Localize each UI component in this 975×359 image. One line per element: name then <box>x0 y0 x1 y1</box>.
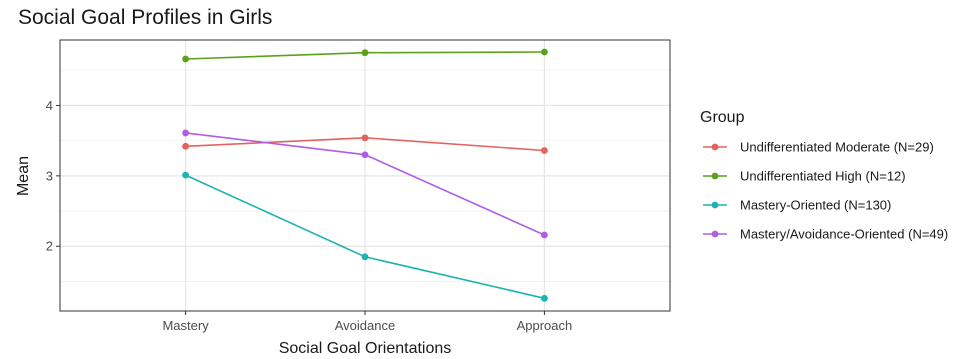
y-axis-title: Mean <box>15 156 32 196</box>
x-tick-label: Avoidance <box>335 318 395 333</box>
legend-key-point <box>712 202 719 209</box>
data-point <box>541 232 548 239</box>
x-axis-ticks: Mastery Avoidance Approach <box>162 311 572 333</box>
legend: Group Undifferentiated Moderate (N=29)Un… <box>700 109 948 242</box>
data-point <box>362 253 369 260</box>
data-point <box>541 147 548 154</box>
legend-items: Undifferentiated Moderate (N=29) Undiffer… <box>703 140 948 242</box>
data-point <box>362 151 369 158</box>
data-point <box>541 295 548 302</box>
data-point <box>362 134 369 141</box>
x-tick-label: Mastery <box>162 318 209 333</box>
legend-label: Mastery/Avoidance-Oriented (N=49) <box>740 227 948 242</box>
legend-key-point <box>712 231 719 238</box>
legend-label: Undifferentiated Moderate (N=29) <box>740 140 934 155</box>
data-point <box>362 49 369 56</box>
y-axis-ticks: 2 3 4 <box>46 98 60 254</box>
legend-key-point <box>712 173 719 180</box>
x-axis-title: Social Goal Orientations <box>279 340 452 357</box>
y-tick-label: 4 <box>46 98 53 113</box>
y-tick-label: 2 <box>46 239 53 254</box>
data-point <box>182 172 189 179</box>
y-tick-label: 3 <box>46 168 53 183</box>
data-point <box>541 49 548 56</box>
major-gridlines <box>60 40 670 311</box>
data-point <box>182 130 189 137</box>
x-tick-label: Approach <box>517 318 573 333</box>
legend-key-point <box>712 144 719 151</box>
data-point <box>182 143 189 150</box>
data-point <box>182 56 189 63</box>
legend-title: Group <box>700 109 745 126</box>
legend-label: Mastery-Oriented (N=130) <box>740 198 891 213</box>
legend-label: Undifferentiated High (N=12) <box>740 169 906 184</box>
